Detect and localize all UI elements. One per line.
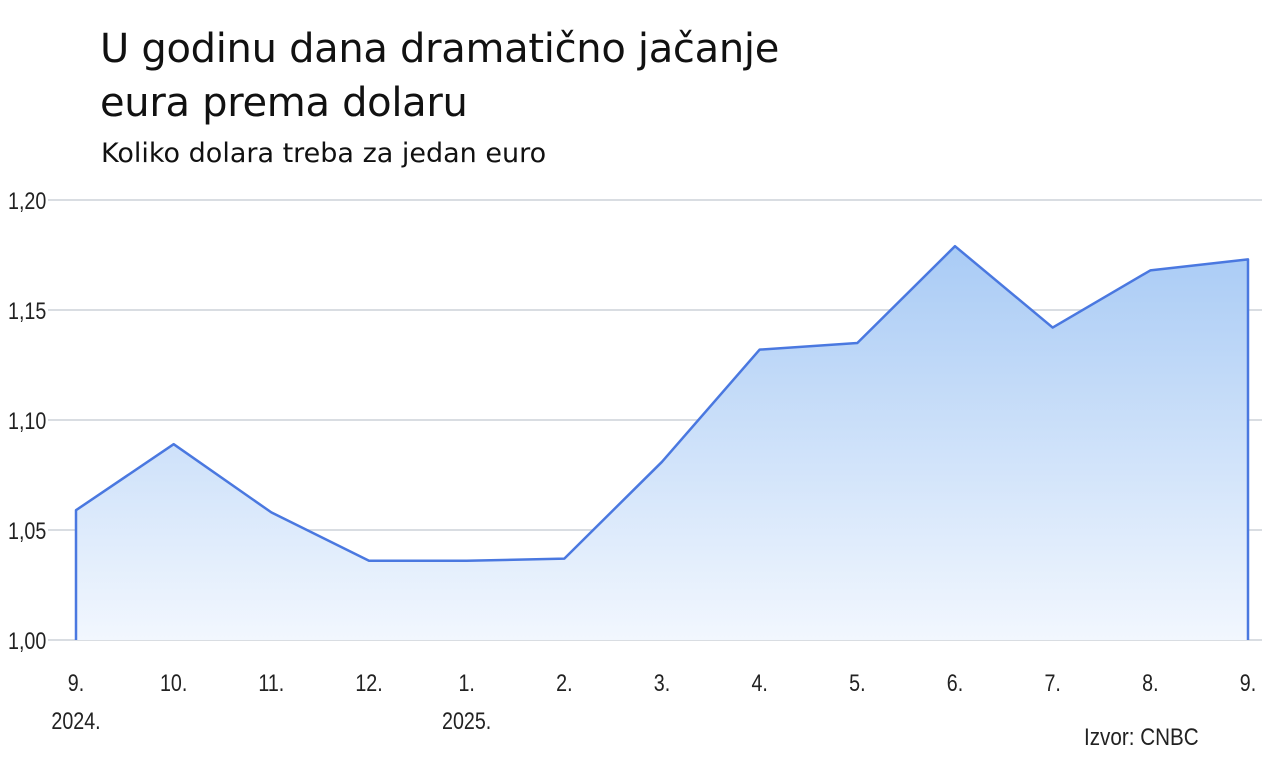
x-tick-label: 10. (160, 669, 187, 696)
x-axis: 9. 2024. 10. 11. 12. 1. 2025. 2. 3. 4. 5. 6. 7. 8. 9. (51, 669, 1256, 734)
x-tick-label: 12. (355, 669, 382, 696)
area-layer (74, 244, 1250, 640)
y-tick-label: 1,15 (8, 297, 46, 324)
x-tick-label: 3. (654, 669, 670, 696)
y-tick-label: 1,05 (8, 517, 46, 544)
x-tick-label: 4. (751, 669, 767, 696)
area-fill (76, 246, 1248, 640)
chart-subtitle: Koliko dolara treba za jedan euro (101, 138, 547, 169)
x-year-label: 2024. (51, 707, 100, 734)
y-axis: 1,00 1,05 1,10 1,15 1,20 (8, 187, 46, 654)
y-tick-label: 1,10 (8, 407, 46, 434)
x-tick-label: 9. (68, 669, 84, 696)
y-tick-label: 1,00 (8, 627, 46, 654)
x-tick-label: 6. (947, 669, 963, 696)
x-tick-label: 8. (1142, 669, 1158, 696)
x-tick-label: 11. (258, 669, 284, 696)
chart-title: U godinu dana dramatično jačanje eura pr… (100, 22, 1000, 130)
chart-title-line1: U godinu dana dramatično jačanje (100, 26, 780, 72)
x-tick-label: 5. (849, 669, 865, 696)
source-note: Izvor: CNBC (1084, 724, 1199, 751)
chart-title-line2: eura prema dolaru (100, 80, 468, 126)
x-tick-label: 1. (458, 669, 474, 696)
x-tick-label: 2. (556, 669, 572, 696)
x-tick-label: 7. (1044, 669, 1060, 696)
x-year-label: 2025. (442, 707, 491, 734)
y-tick-label: 1,20 (8, 187, 46, 214)
x-tick-label: 9. (1240, 669, 1256, 696)
